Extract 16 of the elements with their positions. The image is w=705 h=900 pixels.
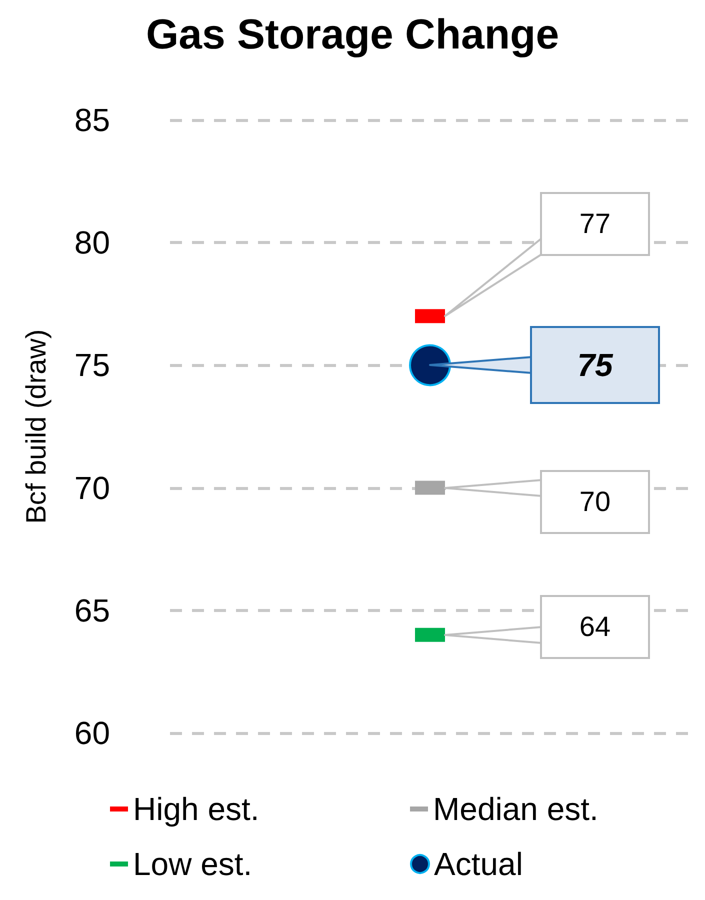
annotation: 64: [540, 594, 650, 659]
legend-label: Actual: [434, 846, 523, 882]
legend-label: High est.: [133, 791, 260, 827]
legend-label: Low est.: [133, 846, 252, 882]
annotation: 70: [540, 470, 650, 534]
chart-title: Gas Storage Change: [146, 10, 560, 58]
y-tick-label: 80: [74, 224, 110, 261]
annotation: 75: [530, 326, 660, 404]
y-tick-label: 70: [74, 470, 110, 506]
y-tick-label: 60: [74, 715, 110, 751]
legend-label: Median est.: [433, 791, 598, 827]
y-axis-title: Bcf build (draw): [20, 329, 52, 524]
y-tick-label: 65: [74, 592, 110, 628]
annotation: 77: [540, 192, 650, 256]
y-tick-label: 75: [74, 347, 110, 384]
y-tick-label: 85: [74, 102, 110, 138]
